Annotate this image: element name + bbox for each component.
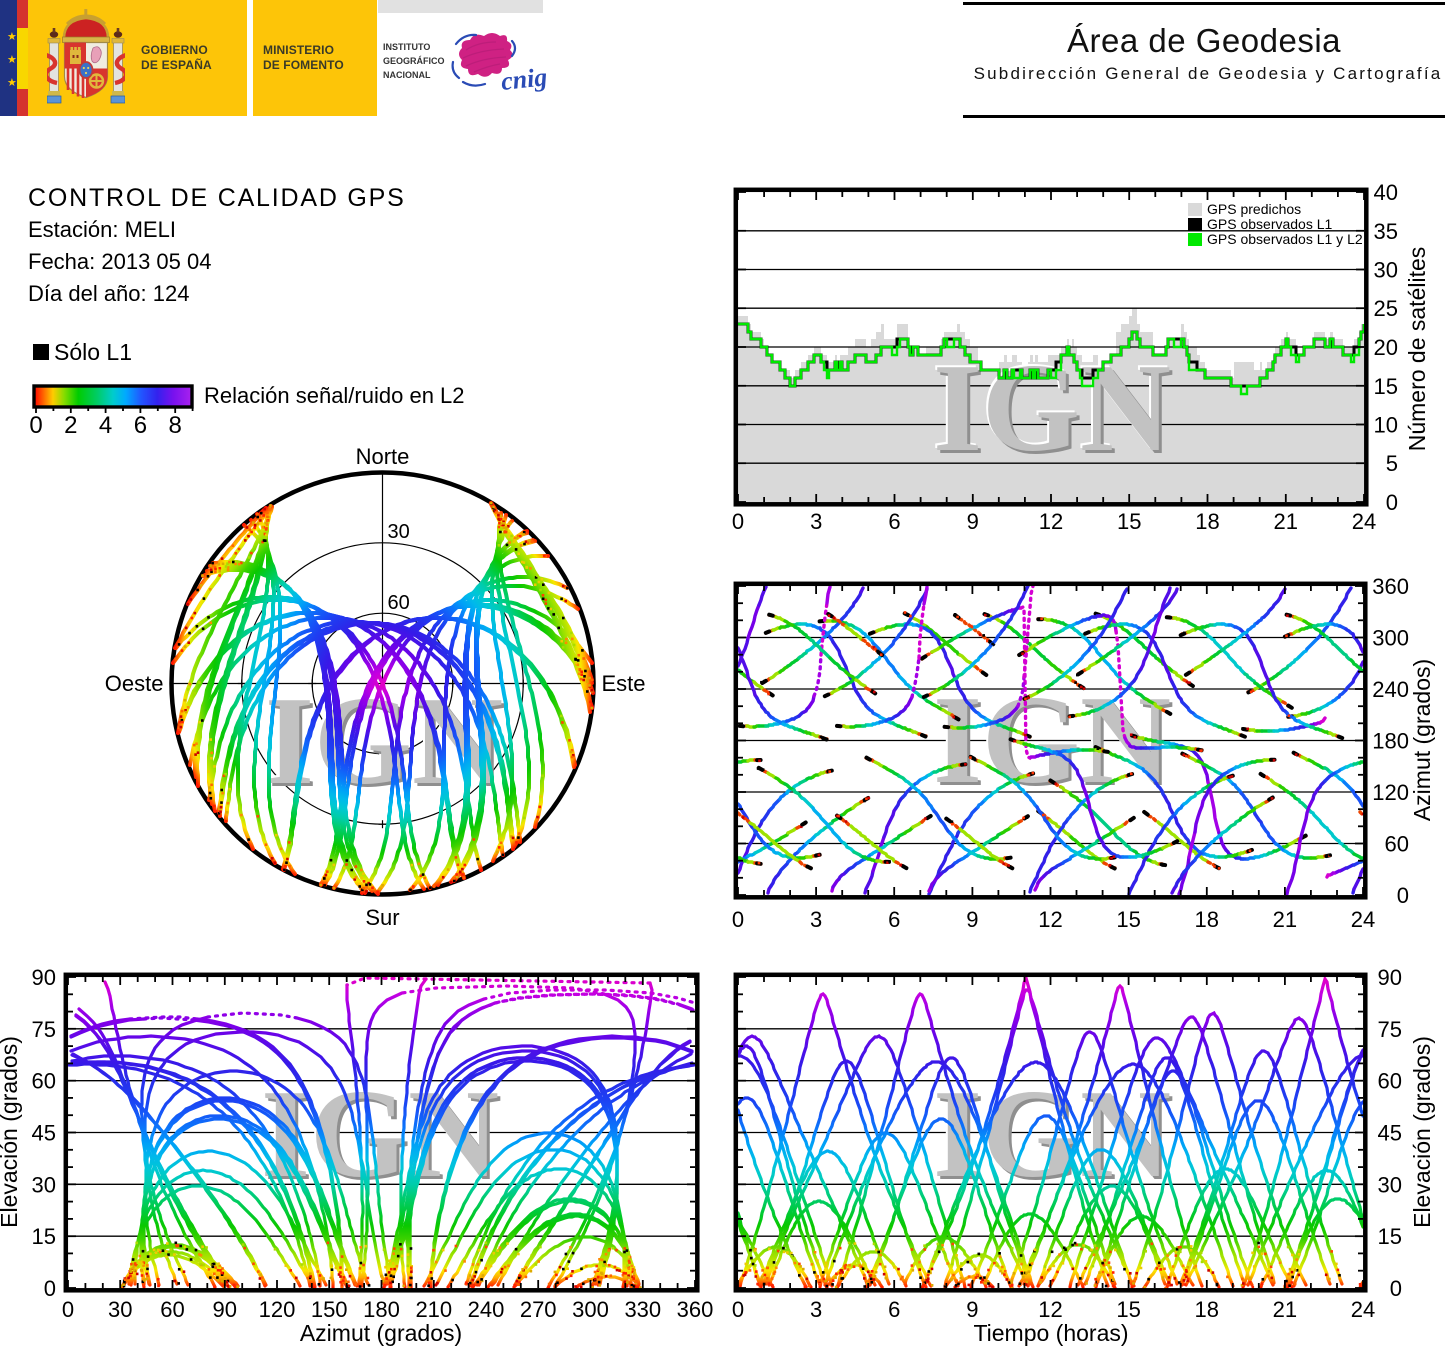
svg-text:GPS observados L1: GPS observados L1 (1207, 216, 1333, 232)
svg-text:30: 30 (32, 1172, 56, 1197)
svg-text:24: 24 (1351, 1297, 1375, 1322)
svg-text:18: 18 (1195, 1297, 1219, 1322)
svg-text:10: 10 (1374, 413, 1398, 438)
svg-text:240: 240 (1372, 677, 1409, 702)
svg-text:60: 60 (1385, 832, 1409, 857)
svg-text:Norte: Norte (356, 444, 410, 469)
svg-text:35: 35 (1374, 219, 1398, 244)
svg-text:9: 9 (966, 907, 978, 932)
svg-text:18: 18 (1195, 509, 1219, 534)
svg-text:6: 6 (888, 1297, 900, 1322)
svg-text:25: 25 (1374, 296, 1398, 321)
svg-text:180: 180 (363, 1297, 400, 1322)
svg-text:6: 6 (888, 509, 900, 534)
svg-text:Elevación (grados): Elevación (grados) (0, 1036, 22, 1228)
svg-text:15: 15 (1374, 374, 1398, 399)
svg-text:30: 30 (1378, 1172, 1402, 1197)
svg-text:45: 45 (32, 1121, 56, 1146)
svg-text:360: 360 (1372, 574, 1409, 599)
svg-text:90: 90 (1378, 965, 1402, 990)
svg-text:Azimut (grados): Azimut (grados) (300, 1320, 462, 1346)
svg-text:Fecha: 2013 05 04: Fecha: 2013 05 04 (28, 249, 211, 274)
svg-text:210: 210 (415, 1297, 452, 1322)
svg-text:300: 300 (572, 1297, 609, 1322)
svg-text:0: 0 (44, 1276, 56, 1301)
svg-text:0: 0 (29, 412, 42, 439)
svg-text:30: 30 (388, 521, 410, 543)
svg-text:Número de satélites: Número de satélites (1404, 247, 1430, 452)
svg-text:21: 21 (1273, 907, 1297, 932)
svg-text:3: 3 (810, 1297, 822, 1322)
svg-text:Sur: Sur (365, 905, 399, 930)
svg-text:Azimut (grados): Azimut (grados) (1409, 659, 1435, 821)
svg-text:3: 3 (810, 907, 822, 932)
svg-text:4: 4 (99, 412, 112, 439)
svg-text:0: 0 (1386, 490, 1398, 515)
svg-text:Estación: MELI: Estación: MELI (28, 217, 176, 242)
svg-text:Oeste: Oeste (105, 671, 164, 696)
svg-text:60: 60 (1378, 1069, 1402, 1094)
svg-text:0: 0 (732, 1297, 744, 1322)
svg-text:30: 30 (1374, 258, 1398, 283)
svg-text:75: 75 (32, 1017, 56, 1042)
svg-text:6: 6 (888, 907, 900, 932)
svg-text:360: 360 (677, 1297, 714, 1322)
svg-text:12: 12 (1038, 907, 1062, 932)
svg-text:240: 240 (468, 1297, 505, 1322)
svg-text:Tiempo (horas): Tiempo (horas) (973, 1320, 1128, 1346)
svg-text:90: 90 (32, 965, 56, 990)
svg-text:Este: Este (602, 671, 646, 696)
svg-text:30: 30 (108, 1297, 132, 1322)
svg-text:3: 3 (810, 509, 822, 534)
svg-text:40: 40 (1374, 180, 1398, 205)
svg-text:45: 45 (1378, 1121, 1402, 1146)
svg-text:6: 6 (134, 412, 147, 439)
svg-text:180: 180 (1372, 729, 1409, 754)
svg-text:0: 0 (1390, 1276, 1402, 1301)
svg-text:15: 15 (1378, 1224, 1402, 1249)
svg-text:60: 60 (388, 592, 410, 614)
svg-text:15: 15 (1116, 907, 1140, 932)
svg-text:12: 12 (1039, 509, 1063, 534)
svg-text:15: 15 (1117, 509, 1141, 534)
svg-text:Elevación (grados): Elevación (grados) (1409, 1036, 1435, 1228)
svg-text:Día del año: 124: Día del año: 124 (28, 281, 189, 306)
svg-text:90: 90 (213, 1297, 237, 1322)
svg-text:60: 60 (32, 1069, 56, 1094)
svg-text:75: 75 (1378, 1017, 1402, 1042)
svg-text:300: 300 (1372, 626, 1409, 651)
svg-text:0: 0 (62, 1297, 74, 1322)
svg-text:270: 270 (520, 1297, 557, 1322)
svg-text:GPS predichos: GPS predichos (1207, 201, 1301, 217)
svg-text:60: 60 (160, 1297, 184, 1322)
svg-text:CONTROL DE CALIDAD GPS: CONTROL DE CALIDAD GPS (28, 184, 406, 212)
svg-text:15: 15 (1116, 1297, 1140, 1322)
svg-text:Relación señal/ruido en L2: Relación señal/ruido en L2 (204, 383, 465, 408)
svg-text:15: 15 (32, 1224, 56, 1249)
svg-text:120: 120 (259, 1297, 296, 1322)
svg-text:9: 9 (967, 509, 979, 534)
svg-text:150: 150 (311, 1297, 348, 1322)
svg-text:18: 18 (1195, 907, 1219, 932)
svg-text:Sólo L1: Sólo L1 (54, 339, 132, 365)
svg-text:120: 120 (1372, 780, 1409, 805)
svg-text:21: 21 (1273, 1297, 1297, 1322)
svg-text:0: 0 (732, 509, 744, 534)
svg-text:24: 24 (1351, 907, 1375, 932)
svg-text:21: 21 (1274, 509, 1298, 534)
svg-text:0: 0 (732, 907, 744, 932)
svg-text:9: 9 (966, 1297, 978, 1322)
svg-text:0: 0 (1397, 883, 1409, 908)
svg-text:12: 12 (1038, 1297, 1062, 1322)
svg-text:GPS observados L1 y L2: GPS observados L1 y L2 (1207, 231, 1363, 247)
svg-text:5: 5 (1386, 451, 1398, 476)
svg-text:330: 330 (624, 1297, 661, 1322)
svg-text:2: 2 (64, 412, 77, 439)
svg-text:24: 24 (1352, 509, 1376, 534)
svg-text:20: 20 (1374, 335, 1398, 360)
svg-text:8: 8 (169, 412, 182, 439)
